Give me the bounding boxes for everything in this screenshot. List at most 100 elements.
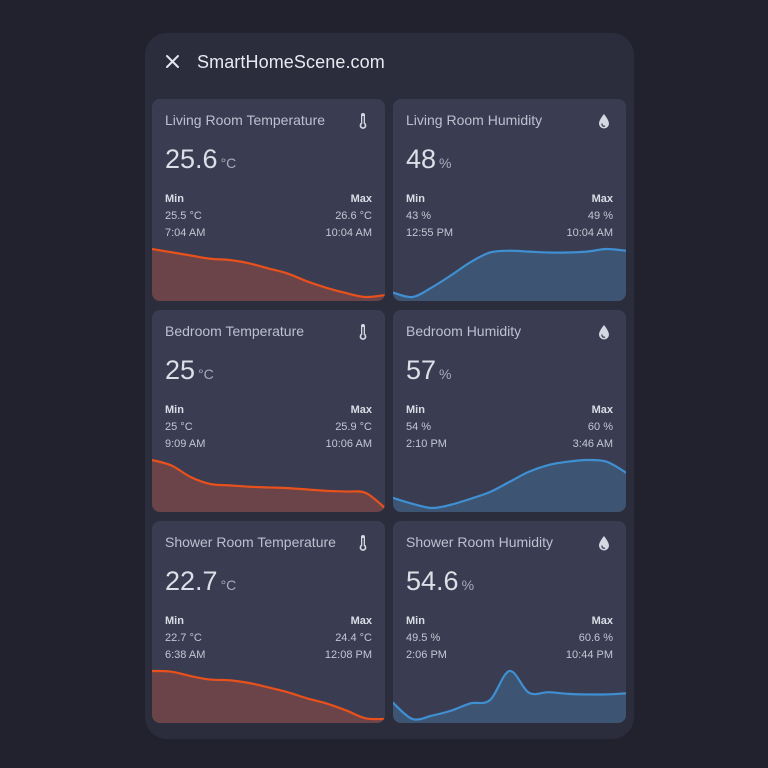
graph-line [152,247,385,299]
state-unit: °C [198,366,214,382]
state-unit: % [461,577,475,593]
min-time: 7:04 AM [165,227,206,239]
graph-line [152,669,385,721]
min-value: 43 % [406,210,432,222]
state-readout: 54.6% [406,565,474,602]
max-value: 24.4 °C [335,632,372,644]
max-time: 10:06 AM [325,438,372,450]
history-graph[interactable] [393,663,626,723]
sensor-card-living-room-temperature[interactable]: Living Room Temperature 25.6 °C Min 25.5 °C 7… [152,99,385,301]
max-time: 10:44 PM [565,649,613,661]
max-label: Max [350,615,372,627]
graph-area [152,460,385,512]
sensor-card-bedroom-temperature[interactable]: Bedroom Temperature 25 °C Min 25 °C 9:09 AM Ma… [152,310,385,512]
max-block: Max 24.4 °C 12:08 PM [325,613,372,664]
min-block: Min 54 % 2:10 PM [406,402,447,453]
min-block: Min 22.7 °C 6:38 AM [165,613,205,664]
card-name: Bedroom Humidity [406,323,522,339]
state-value: 22.7 [165,566,218,596]
min-block: Min 25 °C 9:09 AM [165,402,205,453]
min-value: 22.7 °C [165,632,202,644]
sensor-card-shower-room-temperature[interactable]: Shower Room Temperature 22.7 °C Min 22.7 °C 6… [152,521,385,723]
max-time: 3:46 AM [572,438,613,450]
state-readout: 25 °C [165,354,214,391]
sensor-card-shower-room-humidity[interactable]: Shower Room Humidity 54.6% Min 49.5 % 2:06 P… [393,521,626,723]
max-block: Max 26.6 °C 10:04 AM [326,191,372,242]
dialog-header: SmartHomeScene.com [145,33,634,91]
min-label: Min [406,404,425,416]
max-time: 12:08 PM [324,649,372,661]
card-name: Living Room Humidity [406,112,543,128]
state-readout: 57% [406,354,452,391]
min-time: 12:55 PM [406,227,454,239]
state-unit: % [439,155,452,171]
graph-line [152,458,385,510]
max-time: 10:04 AM [566,227,613,239]
min-value: 54 % [406,421,432,433]
history-graph[interactable] [393,241,626,301]
water-drop-icon [599,114,609,129]
state-readout: 25.6 °C [165,143,236,180]
card-name: Living Room Temperature [165,112,326,128]
state-readout: 48% [406,143,452,180]
min-time: 2:10 PM [406,438,447,450]
max-label: Max [350,193,372,205]
graph-line [393,247,626,299]
max-block: Max 49 % 10:04 AM [567,191,613,242]
water-drop-icon [599,536,609,551]
max-label: Max [591,193,613,205]
max-label: Max [350,404,372,416]
card-name: Shower Room Humidity [406,534,554,550]
min-time: 9:09 AM [165,438,206,450]
max-block: Max 60 % 3:46 AM [573,402,613,453]
max-label: Max [591,404,613,416]
state-unit: °C [220,155,237,171]
min-value: 49.5 % [406,632,441,644]
min-time: 6:38 AM [165,649,206,661]
min-label: Min [165,404,184,416]
max-value: 49 % [587,210,613,222]
graph-line [393,669,626,721]
min-value: 25 °C [165,421,193,433]
history-graph[interactable] [152,663,385,723]
water-drop-icon [599,325,609,340]
state-unit: % [439,366,452,382]
min-label: Min [406,615,425,627]
card-name: Bedroom Temperature [165,323,305,339]
state-value: 25 [165,355,196,385]
close-icon[interactable] [163,51,183,73]
min-block: Min 43 % 12:55 PM [406,191,453,242]
dialog-title: SmartHomeScene.com [197,52,385,72]
sensor-card-bedroom-humidity[interactable]: Bedroom Humidity 57% Min 54 % 2:10 PM Max 60 %… [393,310,626,512]
min-value: 25.5 °C [165,210,202,222]
graph-area [393,459,626,512]
min-time: 2:06 PM [406,649,447,661]
graph-area [393,670,626,723]
sensor-card-living-room-humidity[interactable]: Living Room Humidity 48% Min 43 % 12:55 PM Ma… [393,99,626,301]
state-value: 48 [406,144,437,174]
min-label: Min [165,193,184,205]
min-label: Min [165,615,184,627]
graph-area [393,248,626,301]
max-value: 25.9 °C [335,421,372,433]
card-name: Shower Room Temperature [165,534,336,550]
state-readout: 22.7 °C [165,565,236,602]
thermometer-icon [359,535,367,551]
more-info-dialog: SmartHomeScene.com Living Room Temperatu… [145,33,634,739]
max-value: 26.6 °C [335,210,372,222]
state-value: 54.6 [406,566,459,596]
max-label: Max [591,615,613,627]
state-value: 25.6 [165,144,218,174]
min-label: Min [406,193,425,205]
state-unit: °C [220,577,237,593]
thermometer-icon [359,324,367,340]
max-block: Max 60.6 % 10:44 PM [566,613,613,664]
history-graph[interactable] [393,452,626,512]
max-time: 10:04 AM [325,227,372,239]
history-graph[interactable] [152,452,385,512]
max-value: 60.6 % [578,632,613,644]
graph-line [393,458,626,510]
history-graph[interactable] [152,241,385,301]
min-block: Min 49.5 % 2:06 PM [406,613,447,664]
max-value: 60 % [587,421,613,433]
